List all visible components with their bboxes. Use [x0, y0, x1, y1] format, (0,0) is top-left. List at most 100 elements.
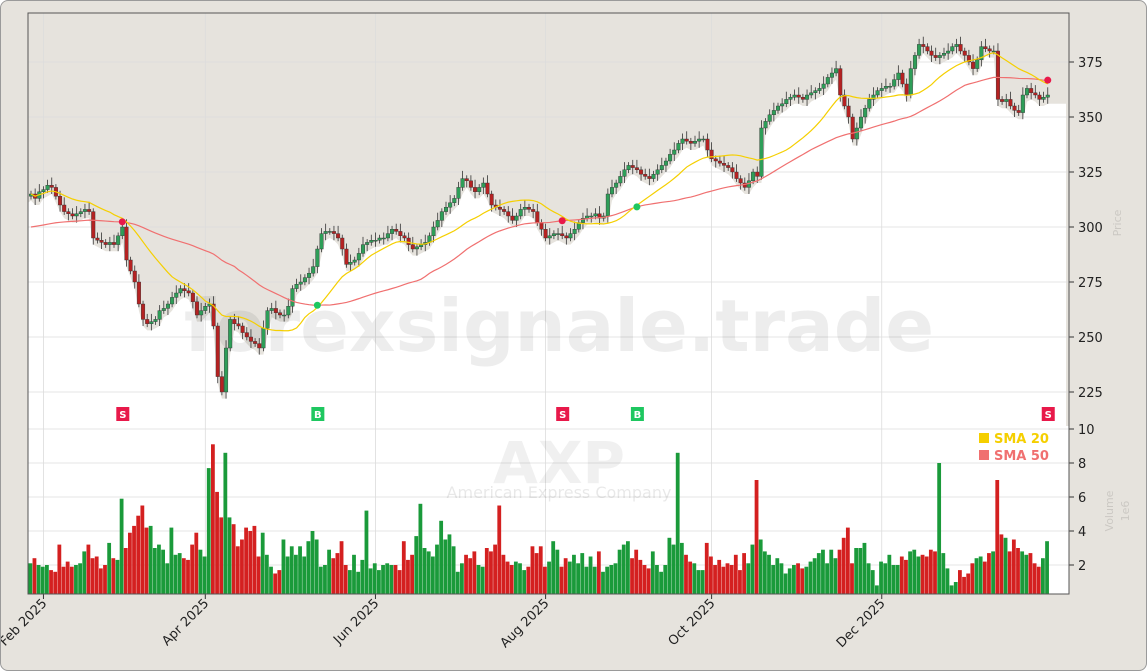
volume-bar [1003, 537, 1008, 594]
volume-bar [78, 563, 82, 594]
volume-bar [845, 527, 850, 594]
price-tick-label: 375 [1078, 56, 1103, 71]
volume-bar [356, 571, 361, 594]
volume-bar [28, 563, 33, 594]
volume-bar [181, 558, 186, 594]
volume-bar [513, 561, 518, 594]
volume-bar [489, 551, 493, 594]
candle-body [987, 48, 992, 52]
candle-body [950, 46, 955, 52]
volume-bar [451, 546, 456, 594]
volume-bar [949, 585, 954, 594]
candle-body [236, 323, 241, 327]
volume-bar [704, 542, 709, 594]
candle-body [763, 121, 768, 129]
candle-body [564, 235, 569, 239]
volume-bar [821, 549, 825, 594]
volume-bar [655, 565, 659, 594]
volume-bar [1045, 541, 1049, 594]
volume-bar [136, 515, 141, 594]
candle-body [726, 165, 731, 168]
candle-body [45, 184, 50, 190]
volume-bar [161, 549, 165, 594]
candle-body [751, 171, 756, 182]
candle-body [672, 149, 677, 155]
candle-body [1012, 105, 1017, 111]
candle-body [153, 319, 158, 322]
candle-body [605, 193, 610, 217]
candle-body [1016, 110, 1021, 113]
candle-body [701, 138, 706, 141]
candle-body [111, 242, 116, 245]
legend-swatch [979, 433, 989, 443]
candle-body [792, 94, 797, 98]
candle-body [925, 46, 930, 52]
volume-bar [783, 573, 788, 594]
volume-bar [148, 525, 153, 594]
candle-body [128, 259, 133, 272]
volume-bar [231, 524, 236, 594]
candle-body [593, 213, 598, 217]
signal-label: S [119, 410, 126, 421]
volume-bar [435, 544, 439, 594]
volume-bar [613, 563, 618, 594]
candle-body [518, 209, 523, 217]
volume-bar [908, 551, 912, 594]
volume-bar [314, 539, 319, 594]
candle-body [273, 308, 278, 313]
candle-body [759, 127, 764, 177]
volume-bar [605, 566, 610, 594]
buy-crossover-marker [633, 203, 641, 211]
candle-body [568, 233, 573, 239]
candle-body [99, 239, 104, 243]
volume-bar [596, 551, 601, 594]
volume-bar [945, 568, 950, 594]
candle-body [1008, 99, 1013, 107]
volume-bar [850, 563, 854, 594]
volume-bar [298, 546, 302, 594]
candle-body [784, 99, 789, 105]
candle-body [651, 173, 656, 179]
candle-body [41, 189, 46, 193]
volume-bar [941, 553, 946, 594]
volume-bar [642, 565, 647, 594]
volume-bar [306, 541, 311, 594]
candle-body [385, 233, 390, 239]
candle-body [655, 169, 660, 175]
volume-bar [709, 556, 713, 594]
volume-bar [74, 565, 78, 594]
sell-crossover-marker [1044, 76, 1052, 84]
candle-body [419, 244, 424, 248]
sell-signal-badge [556, 407, 570, 421]
candle-body [838, 68, 843, 96]
candle-body [904, 83, 909, 96]
volume-bar [152, 548, 157, 594]
volume-bar [352, 554, 356, 594]
volume-axis-unit: 1e6 [1119, 501, 1132, 522]
volume-bar [916, 556, 921, 594]
volume-bar [576, 563, 580, 594]
volume-bar [567, 561, 572, 594]
x-tick-label: Oct 2025 [666, 596, 719, 649]
candle-body [734, 171, 739, 179]
volume-bar [650, 551, 655, 594]
candle-body [278, 312, 283, 316]
candle-body [502, 209, 507, 212]
price-tick-label: 325 [1078, 166, 1103, 181]
volume-bar [547, 561, 551, 594]
signal-label: S [559, 410, 566, 421]
candle-body [908, 68, 913, 96]
volume-bar [406, 559, 410, 594]
volume-bar [343, 565, 348, 594]
volume-bar [974, 558, 979, 594]
candle-body [444, 206, 449, 212]
volume-bar [414, 536, 419, 594]
candle-body [618, 176, 623, 184]
volume-bar [937, 463, 942, 594]
candle-body [253, 341, 258, 344]
volume-bar [169, 527, 174, 594]
candle-body [141, 303, 146, 320]
candle-body [302, 277, 307, 283]
candle-body [863, 107, 868, 118]
candle-body [49, 184, 54, 188]
